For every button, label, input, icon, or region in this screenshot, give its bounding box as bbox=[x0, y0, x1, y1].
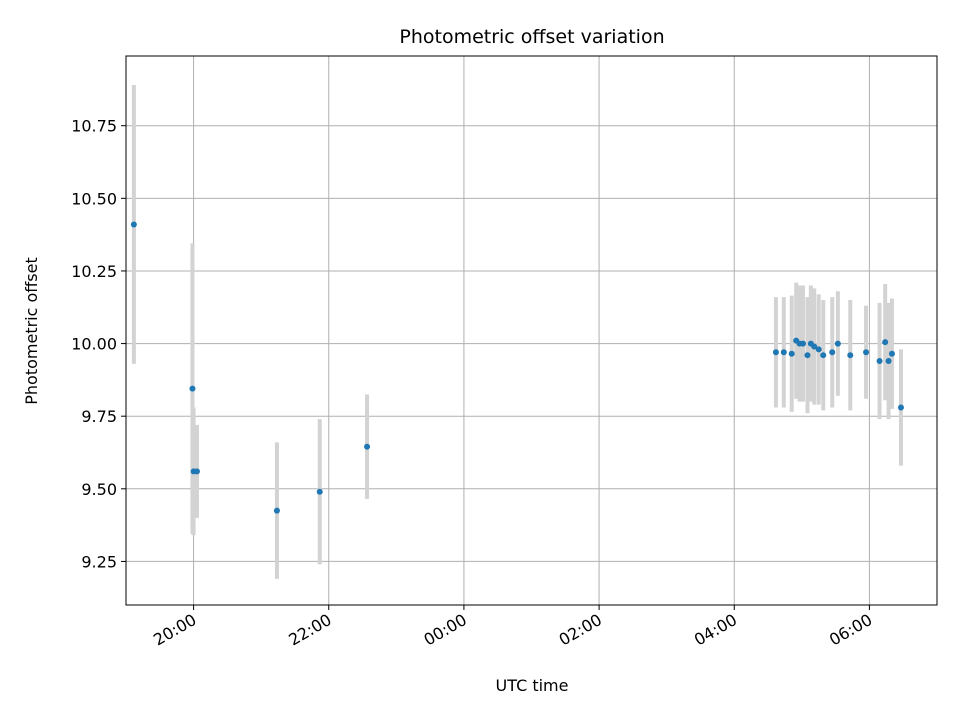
y-tick-label: 9.75 bbox=[81, 407, 117, 426]
chart-title: Photometric offset variation bbox=[399, 26, 664, 48]
y-tick-label: 10.00 bbox=[71, 335, 117, 354]
data-point bbox=[316, 488, 323, 495]
data-point bbox=[780, 349, 787, 356]
data-point bbox=[815, 346, 822, 353]
data-points bbox=[130, 221, 904, 514]
data-point bbox=[847, 352, 854, 359]
data-point bbox=[788, 350, 795, 357]
y-tick-label: 10.75 bbox=[71, 117, 117, 136]
plot-frame bbox=[125, 55, 938, 606]
data-point bbox=[863, 349, 870, 356]
data-point bbox=[189, 385, 196, 392]
data-point bbox=[897, 404, 904, 411]
y-axis: 9.25 9.50 9.75 10.00 10.25 10.50 10.75 bbox=[71, 117, 126, 571]
y-axis-label: Photometric offset bbox=[22, 257, 41, 405]
data-point bbox=[130, 221, 137, 228]
data-point bbox=[804, 352, 811, 359]
data-point bbox=[888, 350, 895, 357]
y-tick-label: 9.50 bbox=[81, 480, 117, 499]
data-point bbox=[364, 443, 371, 450]
x-axis-label: UTC time bbox=[496, 676, 569, 695]
data-point bbox=[885, 358, 892, 364]
data-point bbox=[820, 352, 827, 359]
data-point bbox=[799, 340, 806, 347]
y-tick-label: 10.25 bbox=[71, 262, 117, 281]
data-point bbox=[193, 468, 200, 475]
data-point bbox=[876, 358, 883, 364]
data-point bbox=[811, 343, 818, 350]
data-point bbox=[834, 340, 841, 347]
data-point bbox=[273, 507, 280, 514]
y-tick-label: 10.50 bbox=[71, 189, 117, 208]
y-tick-label: 9.25 bbox=[81, 552, 117, 571]
data-point bbox=[772, 349, 779, 356]
data-point bbox=[829, 349, 836, 356]
x-axis: 20:00 22:00 00:00 02:00 04:00 06:00 bbox=[150, 605, 875, 650]
data-point bbox=[882, 339, 889, 346]
